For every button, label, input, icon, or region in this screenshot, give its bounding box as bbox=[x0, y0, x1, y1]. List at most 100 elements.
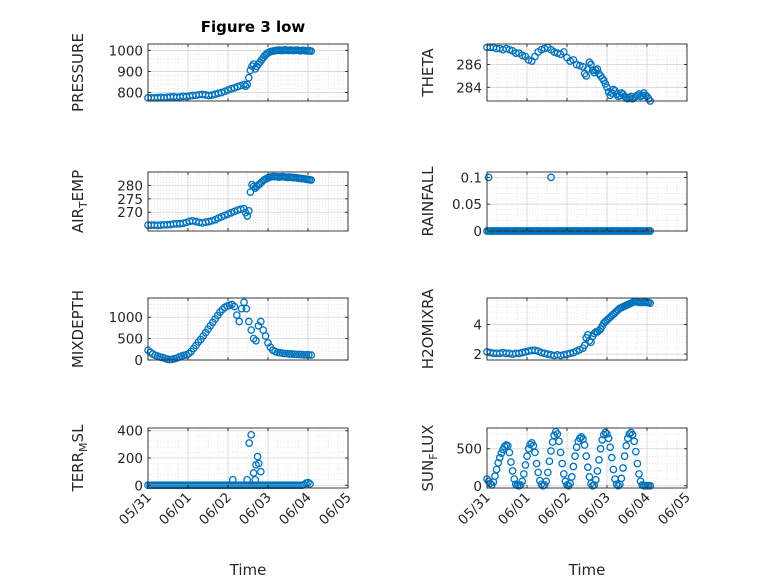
y-axis-label-sub: F bbox=[427, 453, 440, 459]
data-point bbox=[500, 442, 509, 451]
data-point bbox=[595, 456, 603, 464]
data-point bbox=[607, 453, 616, 462]
y-tick-label: 4 bbox=[473, 318, 482, 334]
data-point bbox=[261, 332, 270, 340]
y-tick-label: 500 bbox=[117, 332, 143, 348]
data-point bbox=[505, 448, 514, 457]
data-point bbox=[285, 350, 294, 358]
data-point bbox=[484, 173, 493, 182]
data-point bbox=[571, 452, 579, 460]
data-point bbox=[254, 321, 263, 330]
data-point bbox=[292, 350, 301, 359]
data-point bbox=[228, 300, 236, 309]
data-point bbox=[246, 66, 255, 75]
data-point bbox=[302, 351, 311, 359]
data-point bbox=[247, 326, 256, 334]
y-tick-label: 284 bbox=[456, 80, 482, 96]
data-point bbox=[555, 437, 563, 446]
y-tick-label: 270 bbox=[117, 205, 143, 221]
data-point bbox=[556, 448, 565, 457]
data-point bbox=[243, 80, 252, 89]
y-axis-label-main: RAINFALL bbox=[419, 166, 437, 237]
axes-background bbox=[487, 172, 687, 231]
data-point bbox=[249, 182, 258, 191]
axes-frame bbox=[147, 297, 349, 361]
y-axis-label: AIRTEMP bbox=[69, 170, 90, 233]
axes-frame bbox=[147, 171, 349, 232]
data-point bbox=[593, 467, 602, 475]
data-point bbox=[567, 473, 576, 481]
data-point bbox=[256, 467, 265, 476]
data-point bbox=[630, 437, 639, 446]
y-tick-label: 286 bbox=[456, 58, 482, 74]
data-point bbox=[245, 439, 254, 447]
data-point bbox=[232, 311, 241, 319]
data-point bbox=[559, 470, 568, 478]
data-point bbox=[235, 317, 244, 326]
data-point bbox=[593, 65, 602, 73]
data-point bbox=[531, 448, 539, 457]
y-axis-label-main: TERR bbox=[69, 452, 87, 493]
data-point bbox=[244, 207, 253, 215]
data-point bbox=[553, 430, 562, 438]
data-point bbox=[184, 349, 193, 358]
data-point bbox=[242, 304, 251, 313]
data-point bbox=[542, 477, 551, 486]
y-axis-label: RAINFALL bbox=[419, 166, 437, 237]
axes-frame bbox=[486, 427, 688, 489]
y-tick-label: 0 bbox=[473, 479, 482, 495]
data-point bbox=[534, 468, 543, 477]
data-point bbox=[623, 434, 632, 443]
data-point bbox=[251, 475, 260, 484]
data-point bbox=[307, 176, 316, 184]
data-point bbox=[619, 464, 627, 472]
data-point bbox=[604, 434, 613, 443]
data-point bbox=[532, 459, 541, 468]
y-axis-label: PRESSURE bbox=[69, 33, 87, 112]
data-point bbox=[307, 351, 316, 359]
data-point bbox=[543, 468, 552, 477]
y-axis-label: H2OMIXRA bbox=[419, 288, 437, 369]
data-point bbox=[547, 173, 555, 182]
data-point bbox=[519, 470, 528, 478]
data-point bbox=[609, 465, 618, 474]
y-tick-label: 0 bbox=[134, 353, 143, 369]
data-point bbox=[280, 349, 289, 358]
data-point bbox=[237, 304, 246, 313]
data-point bbox=[569, 462, 578, 471]
data-point bbox=[633, 459, 642, 468]
data-point bbox=[614, 481, 623, 490]
x-axis-label: Time bbox=[229, 561, 267, 579]
y-axis-label-main: MIXDEPTH bbox=[69, 290, 87, 368]
data-point bbox=[511, 49, 520, 57]
data-point bbox=[518, 477, 527, 486]
data-point bbox=[617, 474, 626, 483]
data-point bbox=[249, 334, 258, 343]
data-point bbox=[575, 434, 584, 443]
data-point bbox=[547, 447, 555, 455]
y-tick-label: 280 bbox=[117, 178, 143, 194]
y-axis-label-sub: M bbox=[77, 442, 90, 452]
subplot-mixdepth: 0 500 1000 MIXDEPTH bbox=[69, 290, 349, 369]
y-axis-label-tail: SL bbox=[69, 424, 87, 443]
axes-frame bbox=[486, 171, 688, 232]
axes-frame bbox=[486, 297, 688, 361]
data-point bbox=[558, 459, 567, 468]
subplot-h2omixra: 2 4 H2OMIXRA bbox=[419, 288, 688, 369]
data-point bbox=[580, 341, 589, 350]
y-axis-label-main: SUN bbox=[419, 460, 437, 492]
y-axis-label: THETA bbox=[419, 48, 437, 98]
data-point bbox=[495, 453, 504, 462]
data-point bbox=[583, 463, 592, 472]
y-tick-label: 400 bbox=[117, 424, 143, 440]
data-point bbox=[606, 443, 615, 452]
data-point bbox=[244, 317, 253, 326]
y-tick-label: 0.05 bbox=[452, 197, 482, 213]
data-point bbox=[240, 298, 248, 307]
data-point bbox=[601, 428, 610, 437]
data-point bbox=[228, 475, 237, 484]
data-point bbox=[523, 452, 531, 460]
y-axis-label: TERRMSL bbox=[69, 424, 90, 493]
y-tick-label: 900 bbox=[117, 64, 143, 80]
